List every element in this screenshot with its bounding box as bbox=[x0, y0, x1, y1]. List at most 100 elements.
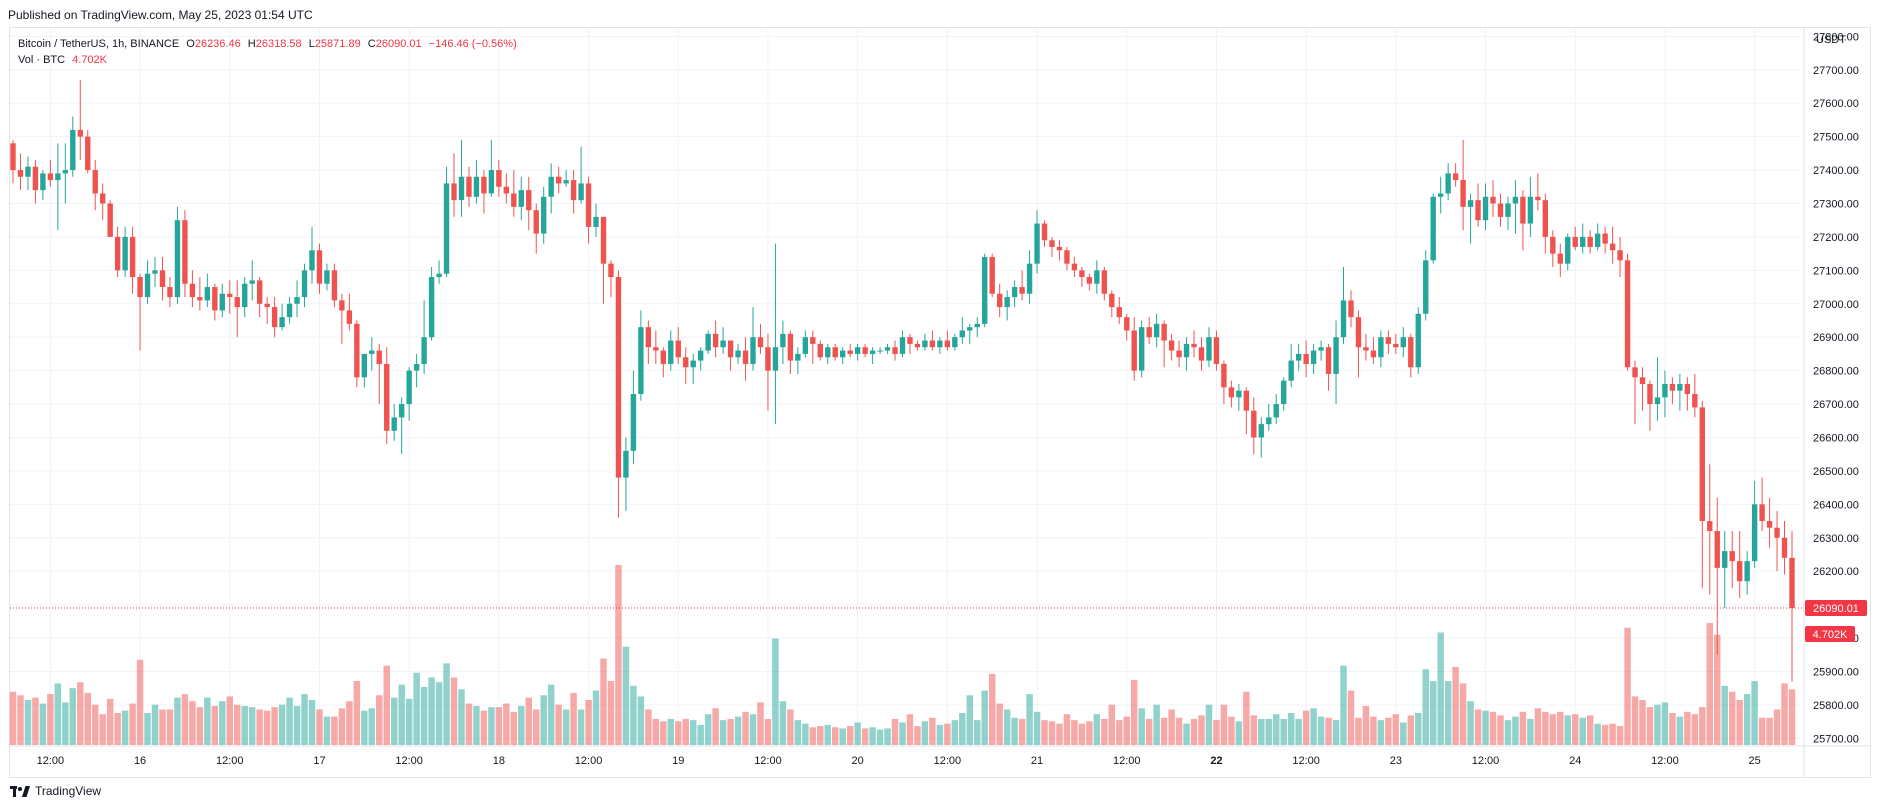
time-tick-label: 12:00 bbox=[395, 755, 423, 767]
candle-body bbox=[847, 350, 853, 354]
volume-bar bbox=[383, 665, 390, 745]
volume-bar bbox=[181, 694, 189, 745]
candle-body bbox=[802, 337, 809, 354]
volume-bar bbox=[1721, 685, 1728, 745]
candle-body bbox=[1639, 377, 1646, 384]
candle-body bbox=[227, 293, 233, 298]
volume-bar bbox=[323, 716, 331, 745]
candle-body bbox=[1101, 270, 1108, 294]
volume-bar bbox=[1639, 700, 1646, 745]
candle-body bbox=[339, 300, 345, 311]
volume-bar bbox=[1138, 708, 1145, 745]
candle-body bbox=[862, 347, 868, 354]
candle-body bbox=[1482, 196, 1489, 221]
candle-body bbox=[697, 350, 704, 361]
volume-bar bbox=[316, 709, 323, 745]
candle-body bbox=[952, 337, 958, 348]
candle-body bbox=[1580, 236, 1586, 247]
volume-bar bbox=[996, 703, 1003, 745]
volume-bar bbox=[465, 703, 473, 745]
volume-bar bbox=[99, 714, 106, 745]
volume-bar bbox=[884, 728, 891, 745]
volume-bar bbox=[1018, 718, 1026, 745]
footer-brand[interactable]: TradingView bbox=[10, 784, 101, 798]
candle-body bbox=[1370, 350, 1377, 358]
candle-body bbox=[1594, 233, 1601, 247]
chart-frame[interactable] bbox=[9, 27, 1871, 778]
candle-body bbox=[1423, 260, 1429, 314]
volume-bar bbox=[286, 697, 293, 745]
volume-bar bbox=[525, 697, 532, 745]
volume-bar bbox=[1429, 681, 1437, 745]
candle-body bbox=[937, 340, 943, 348]
candle-body bbox=[922, 340, 928, 348]
volume-bar bbox=[944, 723, 951, 745]
time-tick-label: 12:00 bbox=[575, 755, 603, 767]
time-tick-label: 12:00 bbox=[216, 755, 244, 767]
volume-bar bbox=[615, 565, 622, 745]
candle-body bbox=[1348, 300, 1354, 318]
candle-body bbox=[1266, 417, 1272, 425]
candle-body bbox=[481, 176, 487, 194]
volume-bar bbox=[1766, 717, 1773, 745]
candle-body bbox=[1281, 380, 1287, 405]
candle-body bbox=[264, 303, 270, 308]
volume-bar bbox=[1086, 721, 1093, 745]
candle-body bbox=[705, 333, 711, 351]
candle-body bbox=[593, 216, 599, 227]
volume-bar bbox=[1228, 716, 1235, 745]
volume-bar bbox=[1175, 717, 1183, 745]
candle-body bbox=[496, 170, 502, 187]
candle-body bbox=[62, 170, 69, 174]
volume-bar bbox=[1557, 711, 1564, 745]
volume-bar bbox=[1265, 718, 1273, 745]
volume-bar bbox=[1758, 717, 1766, 745]
candle-body bbox=[204, 287, 211, 301]
volume-bar bbox=[742, 711, 749, 745]
volume-bar bbox=[114, 713, 121, 745]
candle-body bbox=[1168, 340, 1175, 351]
candle-body bbox=[1759, 504, 1765, 522]
candle-body bbox=[398, 404, 405, 418]
close-value: 26090.01 bbox=[375, 38, 422, 50]
time-tick-label: 17 bbox=[313, 755, 325, 767]
candle-body bbox=[301, 270, 308, 298]
candle-body bbox=[1109, 293, 1115, 308]
time-tick-label: 18 bbox=[493, 755, 505, 767]
volume-bar bbox=[1691, 714, 1699, 745]
volume-bar bbox=[682, 718, 689, 745]
price-tick-label: 26500.00 bbox=[1813, 466, 1859, 478]
candle-body bbox=[1766, 521, 1773, 528]
price-tick-label: 27500.00 bbox=[1813, 132, 1859, 144]
candle-body bbox=[436, 273, 442, 278]
volume-bar bbox=[62, 702, 69, 745]
volume-bar bbox=[1564, 715, 1571, 745]
volume-bar bbox=[645, 709, 652, 745]
candle-body bbox=[17, 170, 24, 177]
volume-bar bbox=[1489, 711, 1497, 745]
volume-bar bbox=[547, 684, 555, 745]
candle-body bbox=[324, 270, 330, 284]
price-tick-label: 26400.00 bbox=[1813, 499, 1859, 511]
time-tick-label: 12:00 bbox=[1292, 755, 1320, 767]
candle-body bbox=[1722, 551, 1728, 568]
last-price-markers: 26090.01 4.702K bbox=[10, 599, 1867, 642]
price-tick-label: 26800.00 bbox=[1813, 366, 1859, 378]
volume-bar bbox=[1183, 723, 1190, 745]
candle-body bbox=[1714, 531, 1720, 568]
candle-body bbox=[653, 347, 659, 351]
candle-body bbox=[765, 347, 771, 371]
candle-body bbox=[137, 277, 143, 298]
last-volume-label: 4.702K bbox=[1813, 629, 1849, 641]
volume-bar bbox=[458, 689, 465, 745]
volume-bar bbox=[809, 727, 817, 745]
candle-body bbox=[1333, 337, 1339, 374]
volume-bar bbox=[1482, 710, 1489, 745]
candle-body bbox=[1460, 180, 1466, 207]
candle-body bbox=[727, 340, 734, 358]
candle-body bbox=[1004, 297, 1010, 308]
volume-bar bbox=[144, 713, 151, 745]
volume-bar bbox=[719, 720, 727, 745]
candle-body bbox=[1340, 300, 1347, 338]
